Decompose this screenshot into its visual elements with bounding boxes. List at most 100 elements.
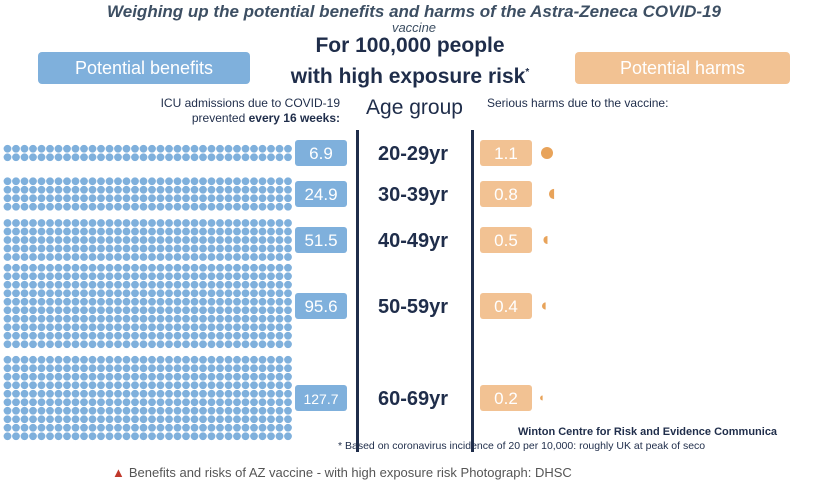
benefit-dot xyxy=(250,415,258,424)
benefit-dot xyxy=(88,194,97,203)
benefit-dot xyxy=(267,415,275,424)
benefit-dot xyxy=(267,372,275,381)
benefit-dot xyxy=(148,272,156,281)
benefit-dot xyxy=(173,323,182,332)
benefit-dot xyxy=(122,297,131,306)
benefit-dot xyxy=(156,263,165,272)
benefit-dot xyxy=(275,381,284,390)
benefit-dot xyxy=(241,297,250,306)
benefit-dot xyxy=(80,253,88,261)
benefit-dot xyxy=(275,289,284,298)
benefit-dot xyxy=(250,227,258,236)
benefit-dot xyxy=(207,423,216,432)
benefit-dot xyxy=(114,306,122,315)
benefit-dot xyxy=(122,423,131,432)
benefit-dot xyxy=(122,331,131,340)
benefit-dot xyxy=(182,236,190,244)
benefit-dot xyxy=(207,227,216,236)
benefit-dot xyxy=(233,340,241,349)
benefit-dot xyxy=(199,306,207,315)
benefit-dot xyxy=(71,202,80,211)
benefit-dot xyxy=(258,323,267,332)
benefits-subtitle: ICU admissions due to COVID-19 prevented… xyxy=(160,96,340,125)
benefit-dot xyxy=(114,194,122,203)
benefit-dot xyxy=(105,406,114,415)
benefit-dot xyxy=(241,236,250,244)
benefit-dot xyxy=(156,423,165,432)
benefit-dot xyxy=(105,340,114,349)
benefit-dot xyxy=(207,263,216,272)
benefit-dot xyxy=(3,372,12,381)
chart-title: Weighing up the potential benefits and h… xyxy=(107,2,721,21)
benefit-dot xyxy=(114,153,122,162)
benefit-dot xyxy=(12,144,20,153)
benefit-dot xyxy=(20,364,29,373)
benefit-dot xyxy=(12,280,20,289)
benefit-dot xyxy=(216,398,224,407)
benefit-dot xyxy=(267,185,275,194)
benefit-dot xyxy=(97,432,105,441)
benefit-dot xyxy=(165,289,173,298)
benefit-dot xyxy=(88,432,97,441)
benefit-dot xyxy=(199,177,207,186)
benefit-dot xyxy=(207,406,216,415)
benefit-dot xyxy=(12,177,20,186)
benefit-dot xyxy=(46,244,54,253)
benefit-dot xyxy=(207,432,216,441)
benefit-dot xyxy=(190,364,199,373)
benefit-dot xyxy=(80,355,88,364)
benefit-dot xyxy=(148,398,156,407)
benefit-dot xyxy=(182,219,190,227)
benefit-dot xyxy=(182,423,190,432)
benefit-dot xyxy=(148,253,156,261)
benefit-dot xyxy=(54,389,63,398)
benefit-dot xyxy=(224,227,233,236)
benefit-dot xyxy=(148,236,156,244)
benefit-dot xyxy=(139,219,148,227)
benefit-dot xyxy=(250,153,258,162)
benefit-dot xyxy=(190,272,199,281)
benefit-dot xyxy=(216,263,224,272)
benefit-dot xyxy=(80,381,88,390)
benefit-dot xyxy=(284,297,292,306)
benefit-dot xyxy=(267,244,275,253)
benefit-dot xyxy=(97,153,105,162)
benefit-dot xyxy=(199,219,207,227)
benefit-dot xyxy=(63,244,71,253)
benefit-dot xyxy=(224,331,233,340)
benefit-dot xyxy=(122,398,131,407)
benefit-dot xyxy=(173,263,182,272)
benefit-dot xyxy=(88,406,97,415)
benefit-dot xyxy=(199,194,207,203)
benefit-dot xyxy=(88,306,97,315)
harm-partial-dot xyxy=(543,235,548,245)
harms-subtitle: Serious harms due to the vaccine: xyxy=(487,96,669,110)
benefit-dot xyxy=(156,340,165,349)
benefit-dot xyxy=(54,219,63,227)
benefit-dot xyxy=(284,263,292,272)
benefit-dot xyxy=(165,381,173,390)
benefit-dot xyxy=(131,355,139,364)
benefit-dot xyxy=(88,177,97,186)
benefit-dot xyxy=(139,272,148,281)
benefit-dot xyxy=(199,263,207,272)
benefit-dot xyxy=(139,194,148,203)
benefit-dot xyxy=(267,272,275,281)
benefit-dot xyxy=(131,406,139,415)
benefit-dot xyxy=(182,153,190,162)
benefit-dot xyxy=(275,297,284,306)
benefit-dot xyxy=(148,406,156,415)
benefit-dot xyxy=(267,314,275,323)
benefit-dot xyxy=(250,144,258,153)
benefit-dot xyxy=(258,263,267,272)
benefit-dot xyxy=(3,263,12,272)
benefit-dot xyxy=(63,398,71,407)
benefit-dot xyxy=(233,144,241,153)
benefit-dot xyxy=(80,372,88,381)
benefit-dot xyxy=(224,323,233,332)
benefit-dot xyxy=(3,236,12,244)
benefit-dot xyxy=(3,194,12,203)
benefit-dot xyxy=(105,244,114,253)
benefit-dot xyxy=(88,263,97,272)
benefit-dot xyxy=(105,219,114,227)
